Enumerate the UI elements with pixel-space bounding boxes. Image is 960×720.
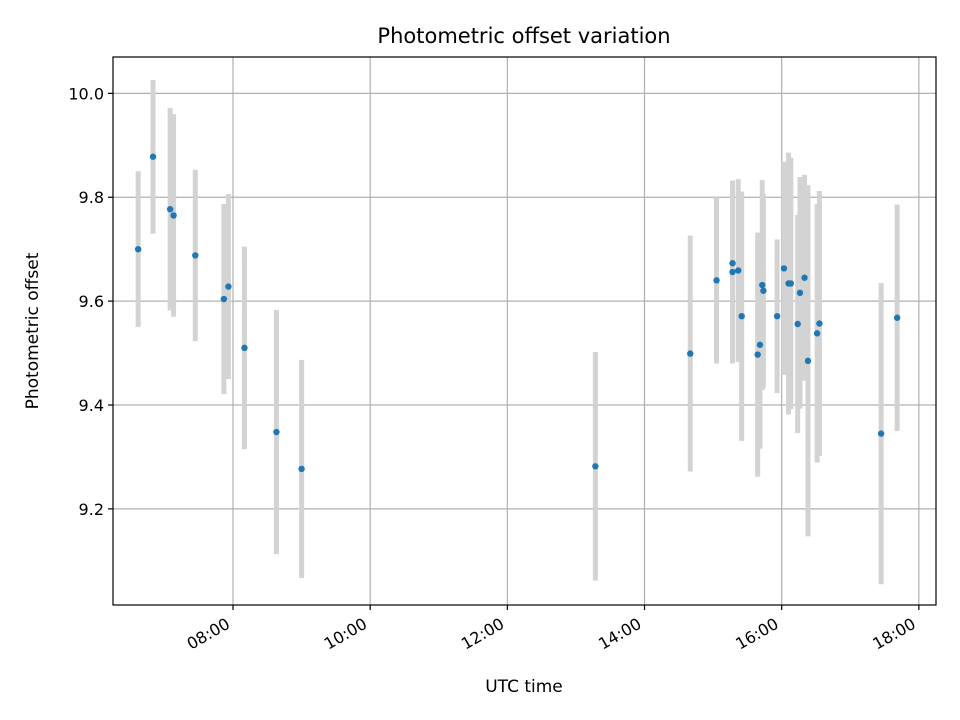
data-point xyxy=(134,245,142,253)
data-point xyxy=(816,320,823,327)
data-point xyxy=(241,344,248,352)
data-point xyxy=(787,280,795,287)
y-tick-label: 10.0 xyxy=(68,84,104,103)
y-tick-label: 9.4 xyxy=(79,396,104,415)
data-point xyxy=(220,295,228,303)
y-axis-label: Photometric offset xyxy=(23,252,43,409)
x-axis-label: UTC time xyxy=(485,677,563,697)
data-point xyxy=(166,205,174,213)
data-point xyxy=(893,314,901,321)
data-point xyxy=(796,289,804,297)
chart-title: Photometric offset variation xyxy=(377,24,670,48)
data-point xyxy=(729,268,736,276)
data-point xyxy=(813,330,821,337)
data-point xyxy=(592,463,599,470)
y-tick-label: 9.8 xyxy=(79,188,104,207)
data-point xyxy=(738,312,745,320)
data-point xyxy=(298,465,305,473)
data-point xyxy=(273,428,280,436)
data-point xyxy=(225,283,232,290)
data-point xyxy=(804,357,812,365)
data-point xyxy=(192,252,199,259)
data-point xyxy=(877,430,885,437)
data-point xyxy=(801,274,808,281)
y-axis: 9.2 9.4 9.6 9.8 10.0 xyxy=(68,84,113,519)
data-point xyxy=(735,267,742,274)
data-point xyxy=(729,260,736,267)
data-point xyxy=(754,351,761,358)
data-point xyxy=(759,281,766,289)
data-point xyxy=(780,265,788,272)
data-point xyxy=(687,350,694,357)
data-point xyxy=(713,277,720,284)
y-tick-label: 9.6 xyxy=(79,292,104,311)
data-point xyxy=(756,341,764,348)
data-point xyxy=(794,320,801,328)
data-points xyxy=(134,153,901,473)
data-point xyxy=(149,153,157,160)
plot-frame xyxy=(112,56,937,606)
y-tick-label: 9.2 xyxy=(79,500,104,519)
data-point xyxy=(773,312,781,320)
data-point xyxy=(170,212,177,219)
data-point xyxy=(760,287,767,294)
